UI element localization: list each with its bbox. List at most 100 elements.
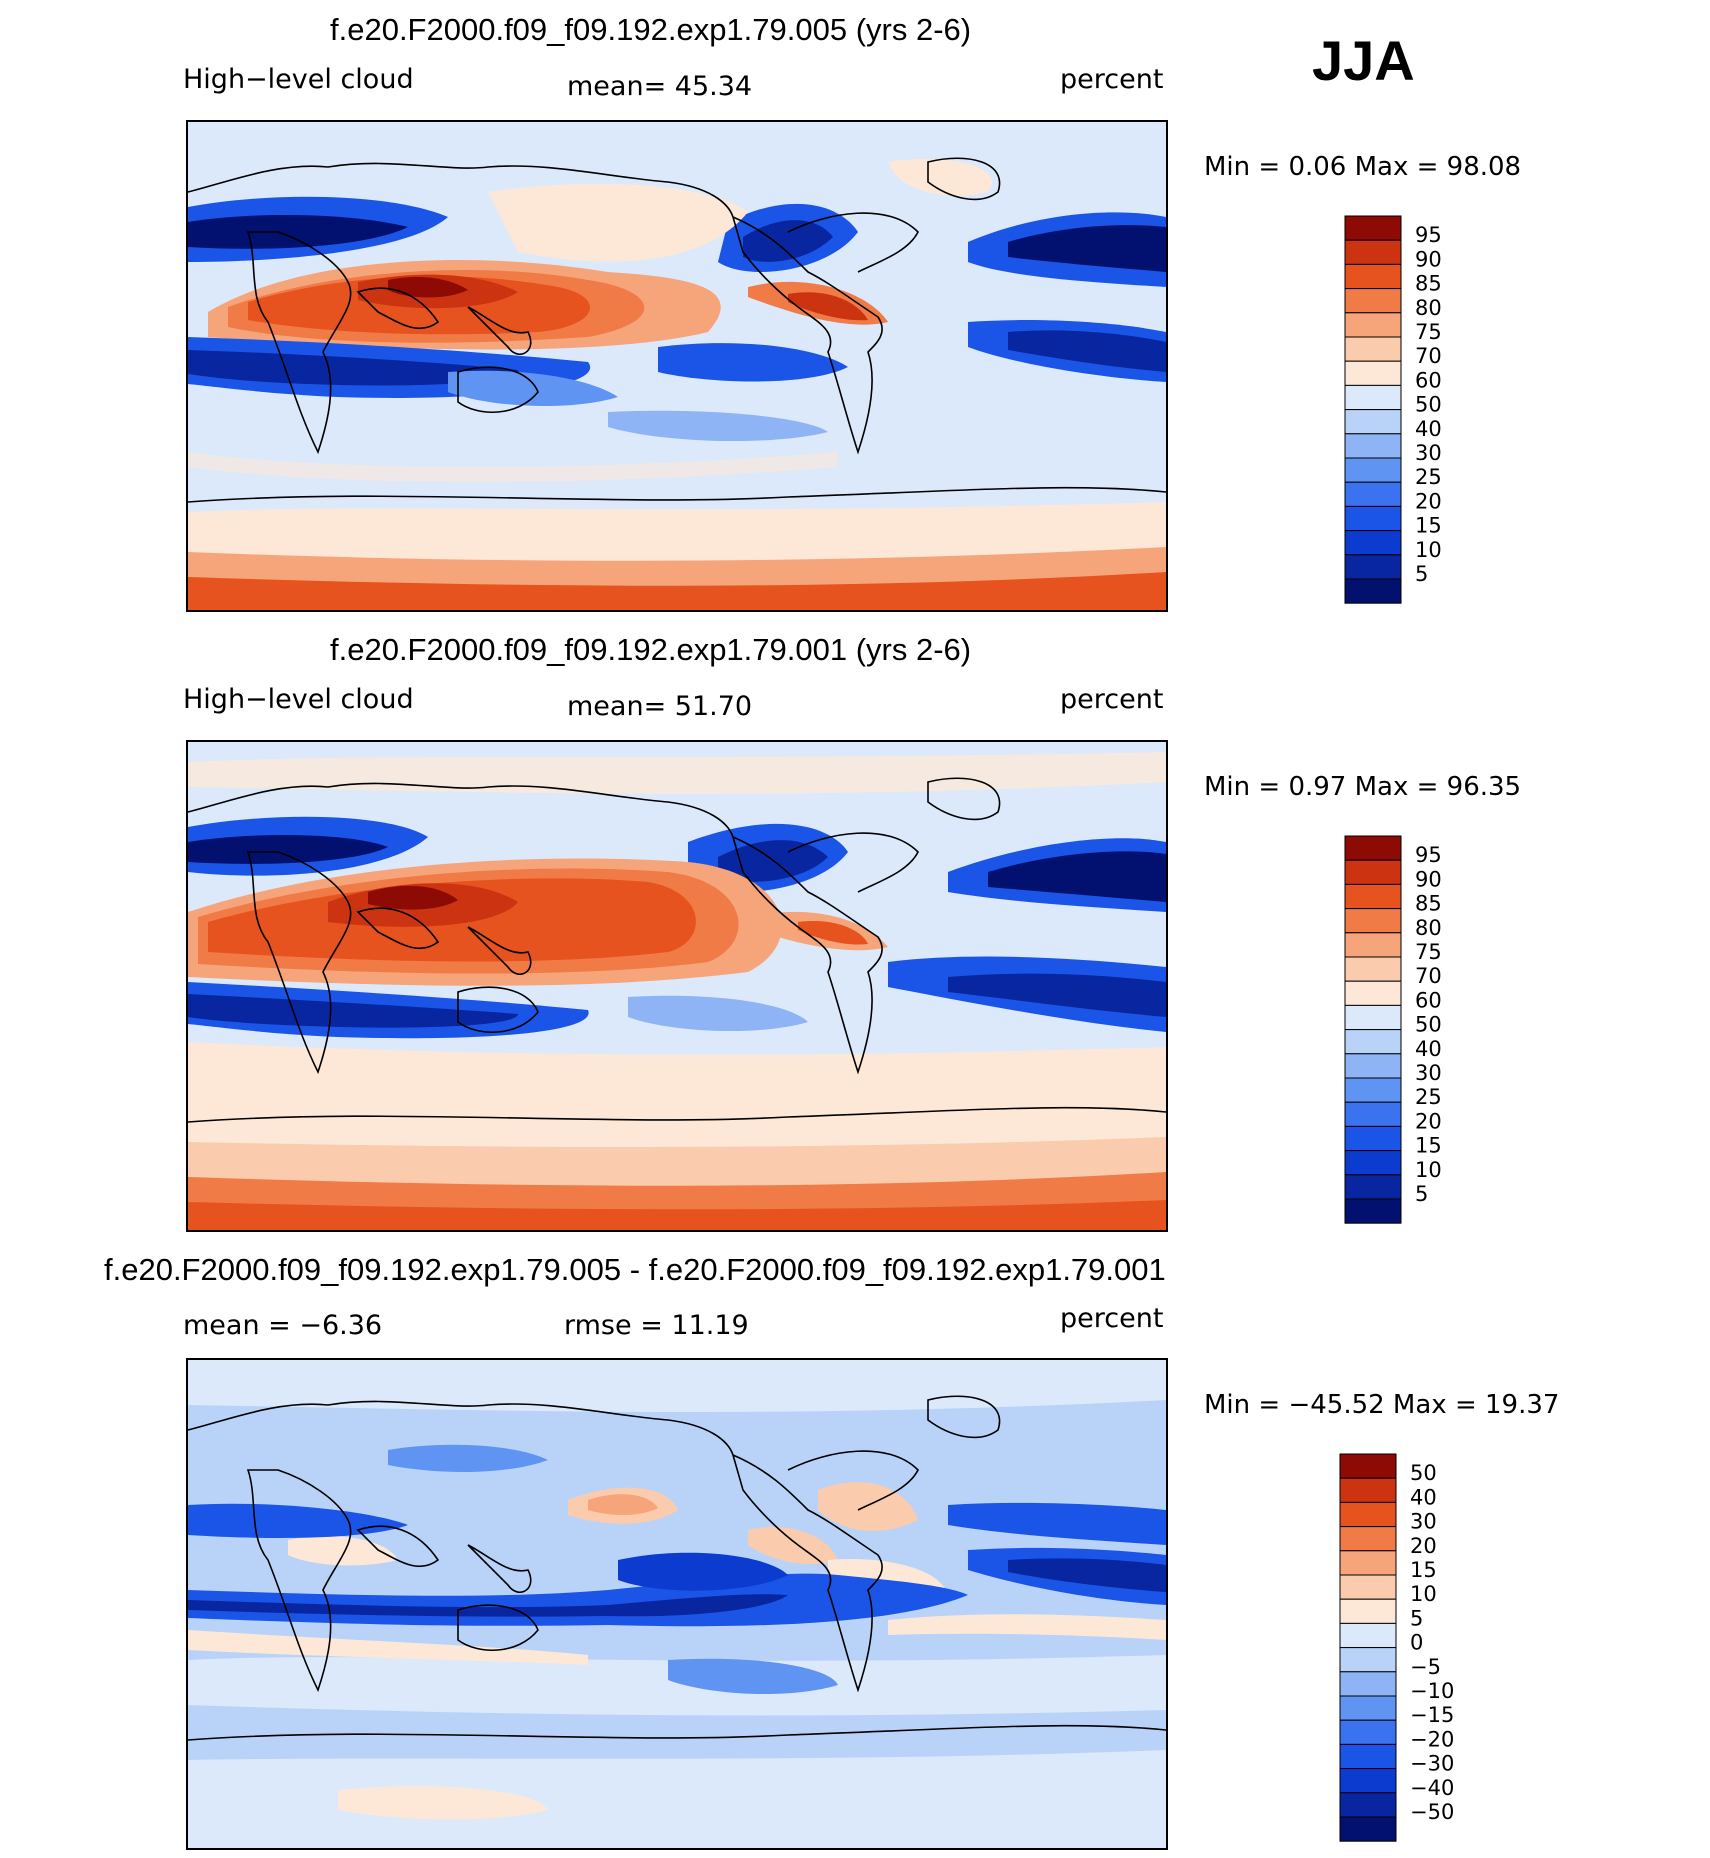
colorbar-tick-label: −5 <box>1410 1655 1441 1679</box>
colorbar-tick-label: 5 <box>1410 1606 1423 1630</box>
colorbar-swatch <box>1344 883 1402 910</box>
colorbar-swatch <box>1344 908 1402 934</box>
colorbar-swatch <box>1344 1198 1402 1224</box>
colorbar-swatch <box>1344 288 1402 314</box>
season-label: JJA <box>1312 29 1415 92</box>
colorbar-swatch <box>1339 1501 1397 1528</box>
colorbar-tick-label: 20 <box>1415 1109 1442 1133</box>
panel-3-title: f.e20.F2000.f09_f09.192.exp1.79.005 - f.… <box>104 1252 1166 1287</box>
colorbar-swatch <box>1344 433 1402 459</box>
colorbar-tick-label: 70 <box>1415 964 1442 988</box>
colorbar-tick-label: 10 <box>1415 538 1442 562</box>
colorbar-tick-label: −50 <box>1410 1800 1454 1824</box>
colorbar-swatch <box>1339 1526 1397 1552</box>
colorbar-tick-label: −15 <box>1410 1703 1454 1727</box>
panel-3-map <box>186 1358 1168 1850</box>
colorbar-swatch <box>1344 336 1402 362</box>
colorbar-tick-label: 90 <box>1415 867 1442 891</box>
colorbar-swatch <box>1344 1004 1402 1031</box>
colorbar-tick-label: 50 <box>1410 1461 1437 1485</box>
colorbar-tick-label: 30 <box>1410 1510 1437 1534</box>
colorbar-swatch <box>1344 360 1402 386</box>
colorbar-tick-label: 80 <box>1415 296 1442 320</box>
panel-1-units-label: percent <box>1060 64 1164 95</box>
colorbar-swatch <box>1344 530 1402 556</box>
panel-2-variable-label: High−level cloud <box>183 684 414 715</box>
colorbar-swatch <box>1344 956 1402 982</box>
colorbar-tick-label: 25 <box>1415 1085 1442 1109</box>
colorbar-tick-label: 10 <box>1410 1582 1437 1606</box>
colorbar-swatch <box>1344 409 1402 435</box>
colorbar-swatch <box>1339 1671 1397 1697</box>
colorbar-swatch <box>1339 1477 1397 1503</box>
panel-2-title: f.e20.F2000.f09_f09.192.exp1.79.001 (yrs… <box>330 632 972 667</box>
colorbar-tick-label: 75 <box>1415 320 1442 344</box>
colorbar-tick-label: 30 <box>1415 1061 1442 1085</box>
panel-3-mean-label: mean = −6.36 <box>183 1310 383 1341</box>
colorbar-tick-label: 10 <box>1415 1158 1442 1182</box>
panel-1-variable-label: High−level cloud <box>183 64 414 95</box>
colorbar-swatch <box>1344 932 1402 958</box>
colorbar-swatch <box>1339 1622 1397 1649</box>
colorbar-swatch <box>1344 239 1402 265</box>
colorbar-tick-label: 95 <box>1415 843 1442 867</box>
colorbar-swatch <box>1344 980 1402 1006</box>
colorbar-swatch <box>1344 1174 1402 1200</box>
colorbar-swatch <box>1339 1453 1397 1479</box>
colorbar-swatch <box>1339 1719 1397 1745</box>
panel-3-field <box>188 1360 1166 1848</box>
panel-3-minmax: Min = −45.52 Max = 19.37 <box>1204 1390 1560 1420</box>
panel-3-rmse-label: rmse = 11.19 <box>564 1310 749 1341</box>
colorbar-swatch <box>1339 1743 1397 1770</box>
colorbar-tick-label: 90 <box>1415 247 1442 271</box>
colorbar-swatch <box>1344 481 1402 507</box>
panel-2-colorbar: 95 90 85 80 75 70 60 50 40 30 25 20 15 10 5 <box>1344 835 1505 1228</box>
colorbar-swatch <box>1344 1125 1402 1152</box>
colorbar-swatch <box>1344 554 1402 580</box>
panel-1-title: f.e20.F2000.f09_f09.192.exp1.79.005 (yrs… <box>330 12 972 47</box>
colorbar-swatch <box>1344 505 1402 532</box>
panel-1-coastlines <box>188 157 1166 503</box>
colorbar-swatch <box>1339 1695 1397 1721</box>
colorbar-tick-label: 70 <box>1415 344 1442 368</box>
colorbar-tick-label: 20 <box>1410 1534 1437 1558</box>
colorbar-swatch <box>1344 1053 1402 1079</box>
colorbar-swatch <box>1344 312 1402 338</box>
colorbar-tick-label: −30 <box>1410 1752 1454 1776</box>
panel-2-field <box>188 742 1166 1230</box>
colorbar-swatch <box>1339 1792 1397 1818</box>
colorbar-tick-label: 40 <box>1415 1037 1442 1061</box>
colorbar-swatch <box>1344 835 1402 861</box>
panel-3-coastlines <box>188 1395 1166 1741</box>
panel-2-minmax: Min = 0.97 Max = 96.35 <box>1204 772 1522 802</box>
colorbar-tick-label: 0 <box>1410 1631 1423 1655</box>
colorbar-swatch <box>1344 1101 1402 1127</box>
panel-1-map <box>186 120 1168 612</box>
colorbar-tick-label: 40 <box>1410 1485 1437 1509</box>
colorbar-tick-label: 60 <box>1415 988 1442 1012</box>
colorbar-tick-label: 25 <box>1415 465 1442 489</box>
panel-2-coastlines <box>188 777 1166 1123</box>
colorbar-swatch <box>1344 215 1402 241</box>
colorbar-tick-label: −10 <box>1410 1679 1454 1703</box>
colorbar-tick-label: 50 <box>1415 393 1442 417</box>
colorbar-tick-label: 60 <box>1415 368 1442 392</box>
panel-3-units-label: percent <box>1060 1303 1164 1334</box>
panel-1-colorbar: 95 90 85 80 75 70 60 50 40 30 25 20 15 10 5 <box>1344 215 1505 608</box>
colorbar-tick-label: 50 <box>1415 1013 1442 1037</box>
colorbar-tick-label: 80 <box>1415 916 1442 940</box>
colorbar-tick-label: 95 <box>1415 223 1442 247</box>
panel-1-mean-label: mean= 45.34 <box>567 71 753 102</box>
colorbar-tick-label: 5 <box>1415 562 1428 586</box>
colorbar-tick-label: 15 <box>1415 1134 1442 1158</box>
colorbar-swatch <box>1339 1816 1397 1842</box>
colorbar-swatch <box>1339 1768 1397 1794</box>
panel-1-field <box>188 122 1166 610</box>
colorbar-tick-label: −40 <box>1410 1776 1454 1800</box>
colorbar-tick-label: 85 <box>1415 272 1442 296</box>
colorbar-swatch <box>1339 1550 1397 1576</box>
panel-2-map <box>186 740 1168 1232</box>
